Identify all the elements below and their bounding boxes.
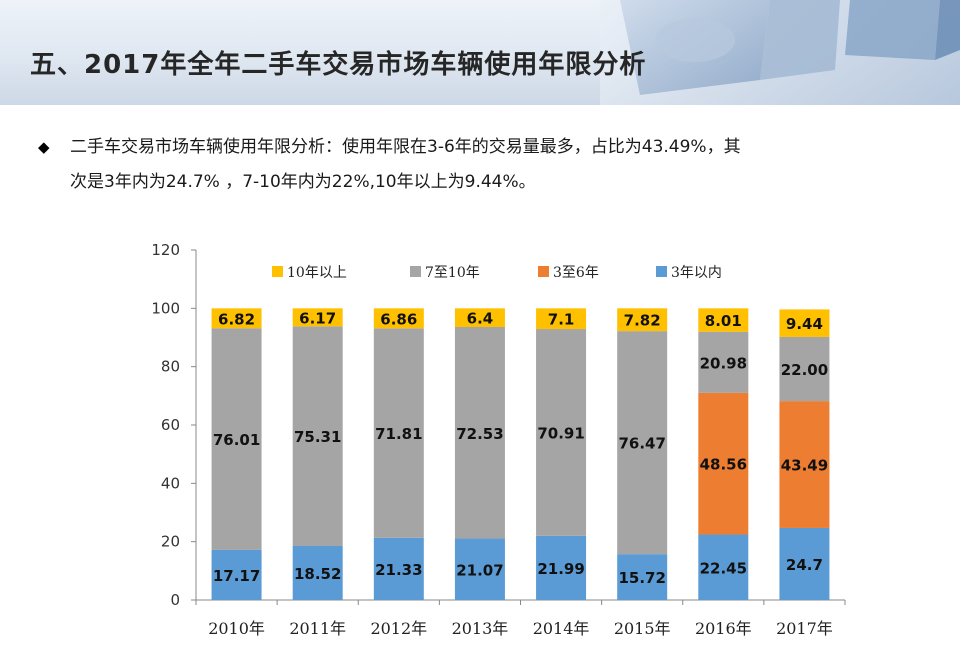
legend-swatch xyxy=(656,266,667,277)
data-label: 18.52 xyxy=(294,565,341,583)
data-label: 24.7 xyxy=(786,556,823,574)
data-label: 7.1 xyxy=(548,311,575,329)
x-tick-label: 2016年 xyxy=(695,619,752,638)
x-tick-label: 2010年 xyxy=(208,619,265,638)
data-label: 22.00 xyxy=(781,361,828,379)
description-paragraph: ◆ 二手车交易市场车辆使用年限分析：使用年限在3-6年的交易量最多，占比为43.… xyxy=(38,130,912,200)
bar-segment xyxy=(536,535,587,600)
bar-segment xyxy=(779,309,830,337)
bar-segment xyxy=(211,308,262,329)
data-label: 21.99 xyxy=(537,560,584,578)
diamond-bullet-icon: ◆ xyxy=(38,138,50,156)
legend-label: 3至6年 xyxy=(553,265,599,281)
bar-segment xyxy=(698,392,749,535)
description-line-1: 二手车交易市场车辆使用年限分析：使用年限在3-6年的交易量最多，占比为43.49… xyxy=(70,137,741,157)
legend-swatch xyxy=(272,266,283,277)
x-tick-label: 2017年 xyxy=(776,619,833,638)
y-tick-label: 80 xyxy=(161,358,180,376)
bar-segment xyxy=(454,327,505,539)
x-tick-label: 2011年 xyxy=(289,619,346,638)
bar-segment xyxy=(779,336,830,402)
data-label: 21.33 xyxy=(375,561,422,579)
bar-segment xyxy=(536,308,587,330)
data-label: 76.01 xyxy=(213,431,260,449)
y-tick-label: 20 xyxy=(161,533,180,551)
x-tick-label: 2012年 xyxy=(370,619,427,638)
data-label: 17.17 xyxy=(213,567,260,585)
data-label: 7.82 xyxy=(624,312,661,330)
data-label: 6.4 xyxy=(467,310,494,328)
legend-swatch xyxy=(410,266,421,277)
data-label: 6.17 xyxy=(299,309,336,327)
description-line-2: 次是3年内为24.7% ，7-10年内为22%,10年以上为9.44%。 xyxy=(70,172,536,192)
bar-segment xyxy=(698,331,749,393)
bar-segment xyxy=(373,328,424,538)
data-label: 48.56 xyxy=(700,456,747,474)
bar-segment xyxy=(698,534,749,600)
data-label: 71.81 xyxy=(375,425,422,443)
bar-segment xyxy=(698,308,749,332)
x-tick-label: 2013年 xyxy=(452,619,509,638)
bar-segment xyxy=(292,308,343,327)
bar-segment xyxy=(779,527,830,600)
data-label: 76.47 xyxy=(618,435,665,453)
data-label: 9.44 xyxy=(786,315,823,333)
bar-segment xyxy=(617,308,668,332)
header-banner: 五、2017年全年二手车交易市场车辆使用年限分析 xyxy=(0,0,960,105)
x-tick-label: 2014年 xyxy=(533,619,590,638)
bar-segment xyxy=(454,308,505,327)
legend-label: 3年以内 xyxy=(671,265,722,281)
bar-segment xyxy=(292,326,343,546)
bar-segment xyxy=(292,545,343,600)
data-label: 6.86 xyxy=(380,310,417,328)
data-label: 43.49 xyxy=(781,457,828,475)
data-label: 15.72 xyxy=(618,569,665,587)
data-label: 21.07 xyxy=(456,561,503,579)
bar-segment xyxy=(779,401,830,528)
data-label: 70.91 xyxy=(537,424,584,442)
data-label: 75.31 xyxy=(294,428,341,446)
bar-segment xyxy=(617,554,668,600)
y-tick-label: 40 xyxy=(161,474,180,492)
data-label: 20.98 xyxy=(700,354,747,372)
y-tick-label: 60 xyxy=(161,416,180,434)
y-tick-label: 120 xyxy=(151,241,180,259)
legend-label: 7至10年 xyxy=(425,265,480,281)
bar-segment xyxy=(373,537,424,600)
legend-label: 10年以上 xyxy=(287,265,347,281)
data-label: 8.01 xyxy=(705,312,742,330)
decorative-cubes-image xyxy=(600,0,960,105)
data-label: 6.82 xyxy=(218,310,255,328)
bar-segment xyxy=(211,549,262,600)
page-title: 五、2017年全年二手车交易市场车辆使用年限分析 xyxy=(30,50,647,80)
y-tick-label: 0 xyxy=(170,591,180,609)
bar-segment xyxy=(211,328,262,550)
x-tick-label: 2015年 xyxy=(614,619,671,638)
bar-segment xyxy=(536,329,587,536)
data-label: 72.53 xyxy=(456,425,503,443)
bar-segment xyxy=(373,308,424,329)
bar-segment xyxy=(454,538,505,600)
legend-swatch xyxy=(538,266,549,277)
y-tick-label: 100 xyxy=(151,299,180,317)
bar-segment xyxy=(617,331,668,555)
data-label: 22.45 xyxy=(700,559,747,577)
